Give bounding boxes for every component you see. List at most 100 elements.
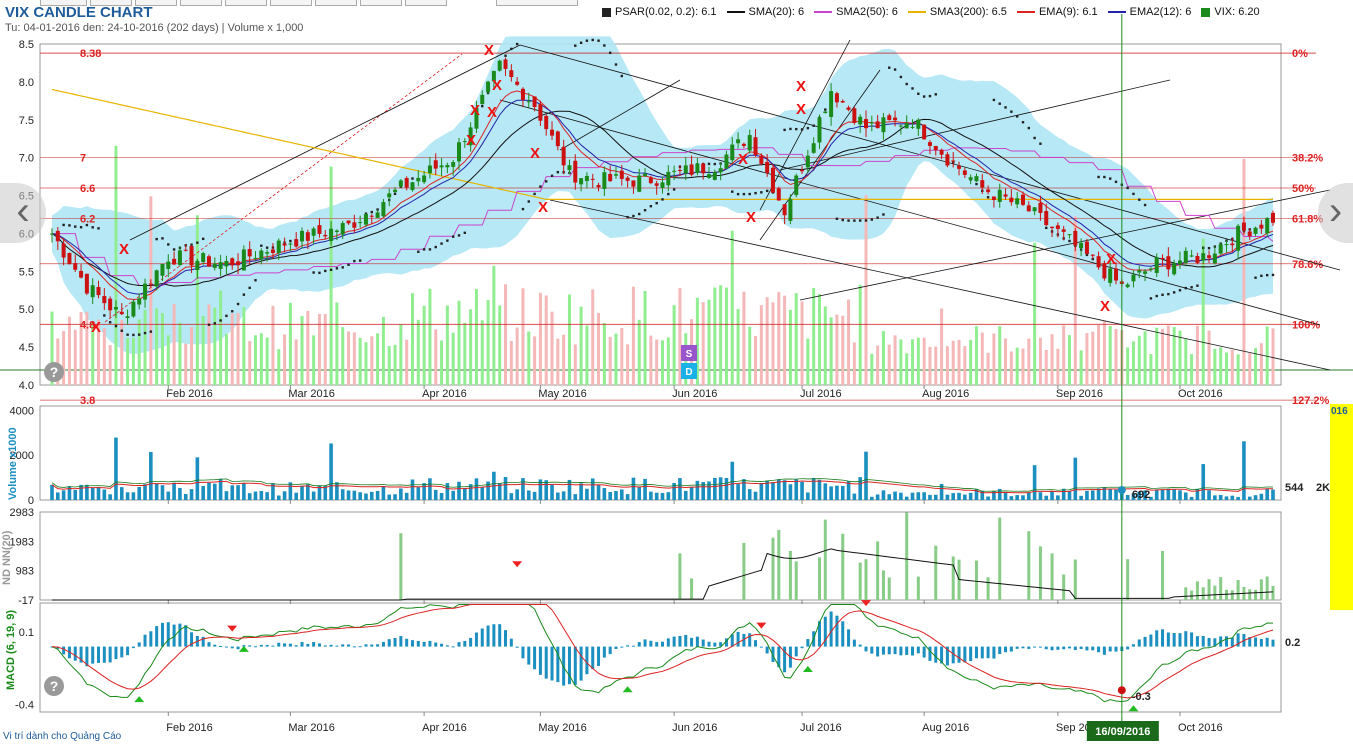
candle-body: [294, 239, 299, 247]
foreign-net-bar: [1201, 587, 1205, 600]
volume-bar: [265, 492, 269, 500]
volume-bar: [375, 490, 380, 500]
cursor-date-label: 16/09/2016: [1095, 726, 1150, 738]
volume-bar: [276, 495, 281, 500]
macd-histogram-bar: [445, 645, 449, 647]
macd-histogram-bar: [1213, 638, 1217, 647]
volume-overlay-bar: [1102, 321, 1106, 385]
top-tab[interactable]: [90, 0, 132, 6]
top-tab[interactable]: [225, 0, 267, 6]
volume-overlay-bar: [1097, 324, 1101, 385]
top-tab[interactable]: [405, 0, 447, 6]
month-label: Feb 2016: [166, 388, 212, 400]
psar-dot: [905, 82, 908, 86]
help-icon[interactable]: ?: [44, 676, 64, 696]
volume-overlay-bar: [649, 335, 653, 385]
candle-body: [393, 189, 398, 193]
top-tab[interactable]: [135, 0, 177, 6]
volume-overlay-bar: [858, 284, 862, 385]
volume-overlay-bar: [771, 302, 775, 385]
macd-histogram-bar: [934, 646, 938, 663]
macd-histogram-bar: [881, 646, 885, 655]
volume-overlay-bar: [451, 332, 455, 385]
volume-overlay-bar: [213, 307, 217, 385]
psar-dot: [201, 237, 205, 241]
psar-dot: [358, 259, 362, 262]
macd-histogram-bar: [887, 646, 891, 655]
macd-histogram-bar: [980, 646, 984, 659]
candle-body: [1073, 230, 1078, 246]
volume-overlay-bar: [335, 302, 339, 385]
fibonacci-value-label: 8.38: [80, 48, 101, 60]
macd-sell-triangle: [512, 561, 523, 568]
volume-bar: [323, 485, 328, 500]
psar-dot: [742, 192, 746, 196]
volume-overlay-bar: [614, 333, 618, 385]
volume-bar: [236, 485, 240, 500]
previous-chevron-icon[interactable]: ‹: [0, 183, 46, 243]
volume-bar: [300, 486, 304, 500]
macd-histogram-bar: [922, 646, 926, 658]
volume-overlay-bar: [1009, 351, 1013, 385]
candle-body: [346, 220, 351, 224]
volume-overlay-bar: [445, 305, 449, 385]
top-tab[interactable]: [270, 0, 312, 6]
macd-histogram-bar: [271, 645, 275, 647]
d-marker-box: [681, 363, 697, 379]
candle-body: [794, 175, 799, 196]
volume-bar: [649, 491, 653, 500]
signal-x-marker: X: [470, 102, 480, 119]
candle-body: [596, 184, 601, 188]
volume-bar: [1207, 490, 1211, 500]
candle-body: [712, 172, 717, 180]
candle-body: [1096, 256, 1101, 268]
psar-dot: [85, 223, 89, 227]
volume-overlay-bar: [79, 312, 83, 385]
macd-histogram-bar: [916, 646, 920, 654]
volume-overlay-bar: [219, 290, 223, 385]
foreign-net-bar: [1073, 559, 1077, 600]
volume-bar: [1230, 495, 1235, 500]
top-tab[interactable]: [180, 0, 222, 6]
candle-body: [84, 273, 89, 294]
help-icon[interactable]: ?: [44, 362, 64, 382]
top-tab[interactable]: [40, 0, 87, 6]
psar-dot: [922, 95, 926, 98]
volume-bar: [1090, 490, 1095, 500]
candle-body: [79, 270, 84, 278]
volume-bar: [271, 483, 275, 500]
macd-histogram-bar: [631, 645, 635, 647]
candle-body: [1189, 255, 1194, 257]
volume-overlay-bar: [637, 319, 641, 385]
month-label: Oct 2016: [1178, 388, 1223, 400]
volume-overlay-bar: [556, 338, 560, 385]
top-tab[interactable]: [496, 0, 578, 6]
candle-body: [707, 174, 712, 178]
volume-overlay-bar: [364, 342, 368, 385]
macd-histogram-bar: [1201, 635, 1205, 647]
top-tab[interactable]: [360, 0, 402, 6]
signal-x-marker: X: [538, 199, 548, 216]
macd-histogram-bar: [713, 642, 717, 647]
macd-histogram-bar: [399, 636, 403, 647]
volume-overlay-bar: [1149, 354, 1153, 385]
volume-bar: [1079, 495, 1083, 500]
month-label: Feb 2016: [166, 722, 212, 734]
foreign-net-bar: [1213, 585, 1217, 600]
psar-dot: [864, 219, 868, 222]
psar-dot: [638, 212, 641, 216]
psar-dot: [126, 333, 129, 336]
macd-histogram-bar: [172, 624, 176, 647]
macd-histogram-bar: [108, 646, 112, 663]
top-tab[interactable]: [315, 0, 357, 6]
candle-body: [1090, 254, 1095, 256]
macd-histogram-bar: [852, 639, 856, 647]
psar-dot: [1260, 274, 1263, 278]
macd-histogram-bar: [643, 639, 647, 647]
candle-body: [584, 175, 589, 182]
volume-overlay-bar: [1126, 347, 1130, 385]
macd-histogram-bar: [1254, 637, 1258, 647]
candle-body: [189, 246, 194, 266]
volume-overlay-bar: [719, 285, 723, 385]
